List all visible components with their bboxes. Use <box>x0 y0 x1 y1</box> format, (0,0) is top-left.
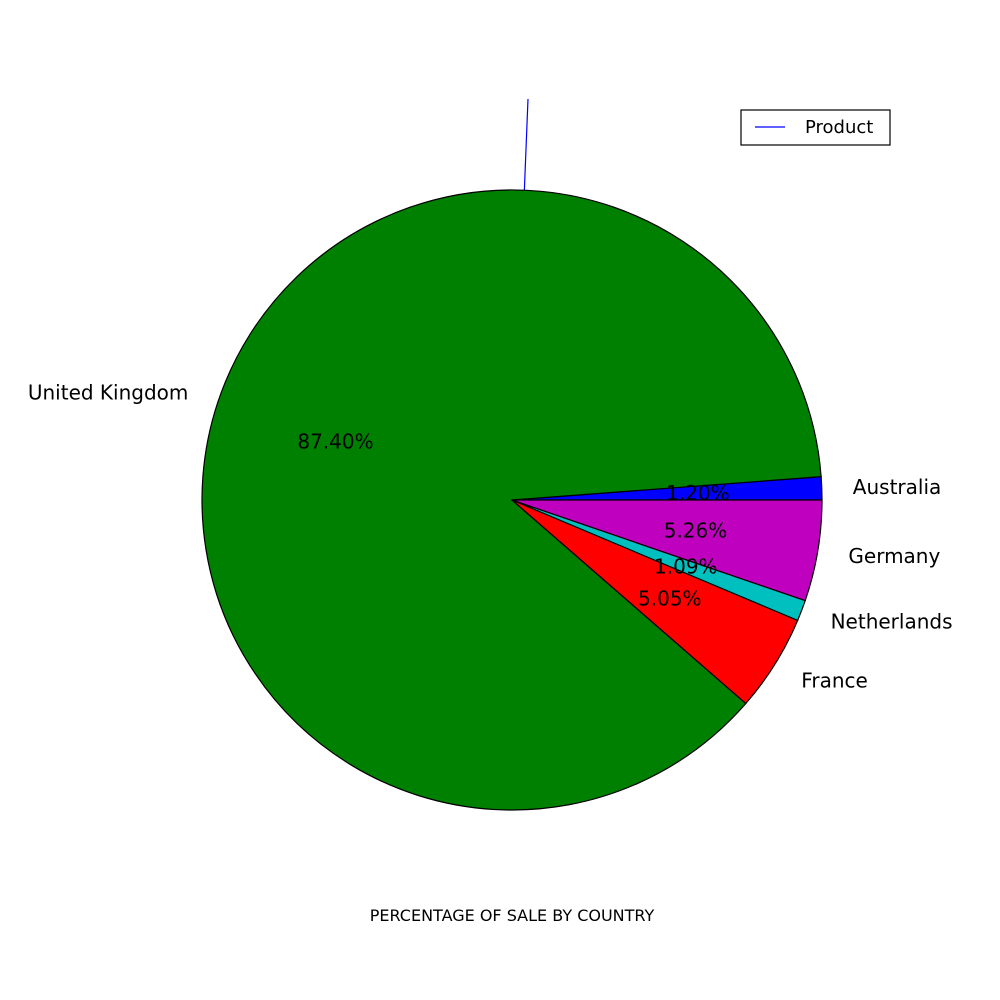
slice-label-australia: Australia <box>853 475 941 499</box>
slice-pct-netherlands: 1.09% <box>654 554 718 578</box>
pie-slices <box>201 189 823 811</box>
slice-label-germany: Germany <box>848 544 940 568</box>
slice-label-france: France <box>801 669 868 693</box>
slice-pct-germany: 5.26% <box>664 519 728 543</box>
slice-pct-united-kingdom: 87.40% <box>297 429 373 453</box>
legend-label: Product <box>805 117 873 138</box>
pie-labels: Australia 1.20% United Kingdom 87.40% France… <box>28 381 953 693</box>
slice-pct-france: 5.05% <box>638 586 702 610</box>
pie-slice-united-kingdom <box>201 189 822 811</box>
slice-pct-australia: 1.20% <box>666 481 730 505</box>
slice-label-united-kingdom: United Kingdom <box>28 381 189 405</box>
pie-slice-germany <box>511 499 823 602</box>
slice-label-netherlands: Netherlands <box>831 610 953 634</box>
chart-xlabel: PERCENTAGE OF SALE BY COUNTRY <box>370 906 655 925</box>
legend: Product <box>740 109 891 146</box>
